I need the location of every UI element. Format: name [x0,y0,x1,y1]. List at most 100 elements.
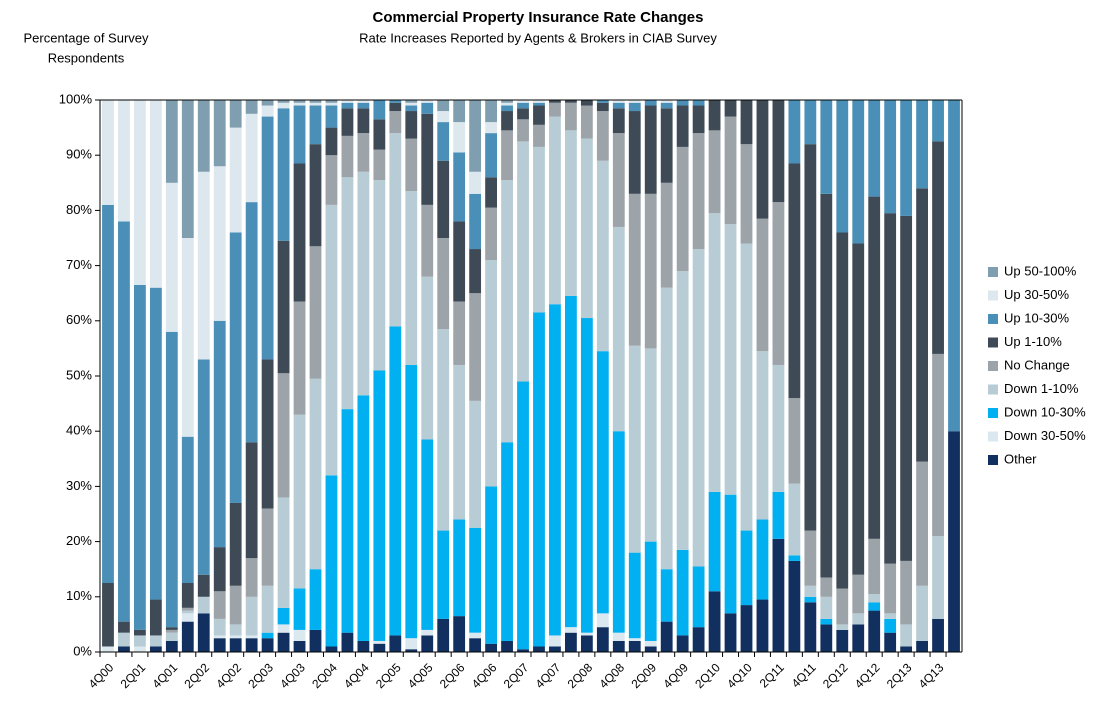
bar-segment [916,585,928,641]
chart-title: Commercial Property Insurance Rate Chang… [373,9,704,26]
bar-segment [405,191,418,365]
bar-segment [453,301,466,365]
bar-segment [245,202,258,443]
y-tick-label: 20% [66,533,92,548]
x-tick-label: 4Q09 [660,660,691,691]
bar-segment [580,105,593,139]
x-tick-label: 4Q06 [469,660,500,691]
bar-segment [261,585,274,633]
bar-segment [453,221,466,302]
bar-segment [421,113,434,205]
bar-segment [309,246,322,379]
bar-segment [229,624,242,636]
bar-segment [261,508,274,586]
bar-segment [325,475,338,647]
bar-segment [197,574,210,597]
bar-segment [916,461,928,586]
bar-segment [277,240,290,374]
bar-segment [325,102,338,106]
bar-segment [501,442,513,641]
bar-segment [213,618,226,636]
legend-swatch [988,267,998,277]
bar-segment [181,583,194,608]
bar-segment [437,111,450,123]
x-tick-label: 2Q12 [820,660,851,691]
bar-segment [485,207,497,261]
bar-segment [660,108,673,183]
bar-segment [134,635,146,647]
x-tick-label: 2Q03 [245,660,276,691]
bar-segment [389,102,402,112]
x-tick-label: 2Q13 [884,660,915,691]
bar-segment [660,102,673,109]
bar-segment [261,105,274,117]
bar-segment [740,144,753,244]
bar-segment [229,585,242,625]
bar-segment [293,163,306,302]
bar-segment [373,640,386,644]
bar-segment [644,348,657,542]
bar-segment [772,100,785,203]
x-tick-label: 2Q10 [692,660,723,691]
bar-segment [134,646,146,652]
bar-segment [724,224,737,495]
bar-segment [277,624,290,633]
legend-label: Down 30-50% [1004,428,1086,443]
bar-segment [820,596,833,619]
bar-segment [884,618,897,633]
legend-swatch [988,408,998,418]
bar-segment [197,596,210,614]
bar-segment [181,621,194,652]
bar-segment [916,188,928,462]
bar-segment [469,400,482,528]
bar-segment [676,105,689,147]
bar-segment [501,130,513,181]
bar-segment [325,204,338,476]
bar-segment [868,538,881,595]
legend-swatch [988,337,998,348]
bar-segment [213,100,226,167]
bar-segment [644,193,657,349]
bar-segment [644,100,657,106]
bar-segment [533,124,545,147]
x-tick-label: 4Q11 [789,660,819,690]
bar-segment [229,638,242,652]
bar-segment [533,646,545,652]
bar-segment [309,100,322,103]
bar-segment [501,111,513,131]
bar-segment [580,632,593,636]
bar-segment [596,613,609,628]
bar-segment [149,599,162,636]
bar-segment [804,144,817,531]
bar-segment [533,312,545,647]
bar-segment [580,100,593,106]
bar-segment [884,213,897,564]
bar-segment [229,635,242,639]
x-tick-label: 2Q06 [437,660,468,691]
bar-segment [277,497,290,608]
bar-segment [181,436,194,583]
bar-segment [612,102,625,109]
bar-segment [357,102,370,109]
bar-segment [261,359,274,509]
legend-label: Other [1004,451,1037,466]
x-tick-label: 2Q09 [628,660,659,691]
x-tick-label: 2Q08 [565,660,596,691]
bar-segment [517,102,529,109]
bar-segment [804,530,817,586]
y-tick-label: 40% [66,423,92,438]
bar-segment [229,100,242,128]
bar-segment [756,351,769,520]
bar-segment [165,331,178,628]
bar-segment [181,100,194,238]
bar-segment [389,100,402,103]
bar-segment [213,635,226,639]
bar-segment [373,119,386,150]
bar-segment [596,102,609,112]
bar-segment [485,177,497,208]
bar-segment [517,100,529,103]
bar-segment [804,585,817,597]
bar-segment [900,646,913,652]
bar-segment [868,100,881,197]
bar-segment [485,133,497,178]
